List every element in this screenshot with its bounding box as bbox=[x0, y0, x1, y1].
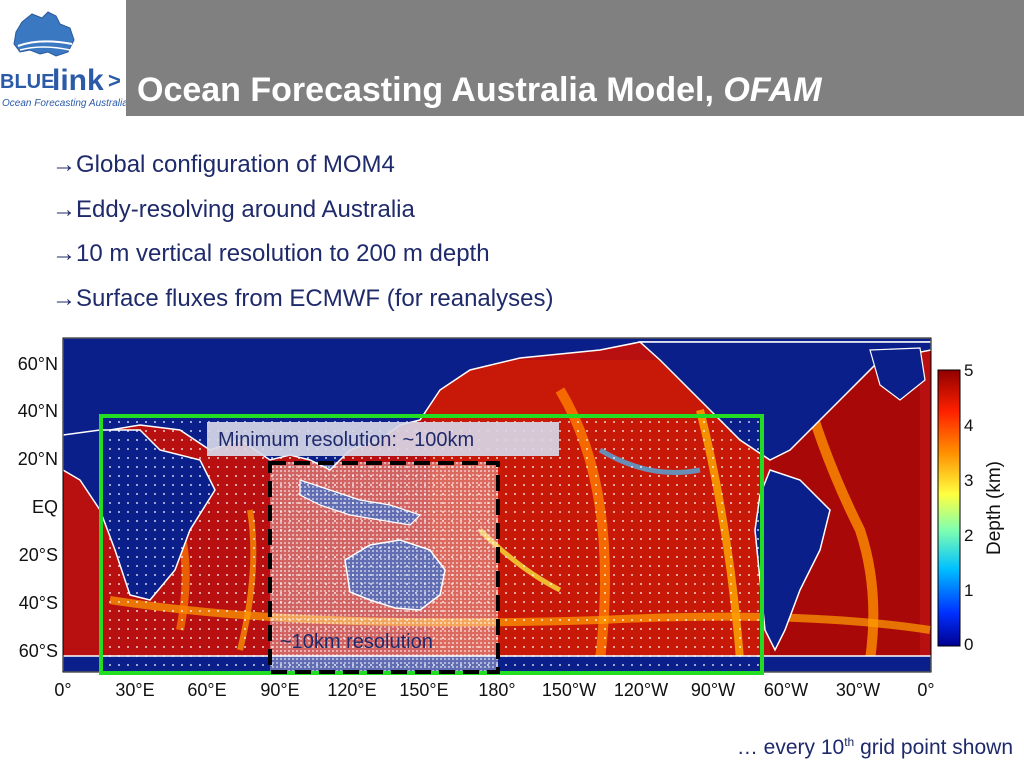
bullet-list: →Global configuration of MOM4 →Eddy-reso… bbox=[52, 150, 553, 328]
bullet-item: →Global configuration of MOM4 bbox=[52, 151, 395, 178]
lon-label: 90°W bbox=[691, 680, 735, 700]
arrow-icon: → bbox=[52, 195, 76, 223]
bullet-item: →10 m vertical resolution to 200 m depth bbox=[52, 240, 490, 267]
bullet-item: →Surface fluxes from ECMWF (for reanalys… bbox=[52, 284, 554, 312]
arrow-icon: → bbox=[52, 240, 76, 267]
ocean-model-map: Minimum resolution: ~100km ~10km resolut… bbox=[18, 337, 1005, 700]
lat-label-60s: 60°S bbox=[19, 641, 58, 661]
outer-region-label: Minimum resolution: ~100km bbox=[218, 429, 474, 451]
lon-label: 60°W bbox=[764, 680, 808, 700]
lon-label: 0° bbox=[54, 680, 71, 700]
logo-blue-text: BLUE bbox=[0, 71, 54, 93]
inner-region-box bbox=[268, 461, 500, 674]
page-title: Ocean Forecasting Australia Model, OFAM bbox=[137, 70, 822, 110]
lon-label: 150°W bbox=[542, 680, 596, 700]
lat-label-60n: 60°N bbox=[18, 354, 58, 374]
colorbar-tick: 1 bbox=[964, 581, 973, 600]
colorbar-tick: 2 bbox=[964, 526, 973, 545]
page-title-main: Ocean Forecasting Australia Model, bbox=[137, 71, 724, 109]
colorbar-tick: 0 bbox=[964, 635, 973, 654]
lat-label-40n: 40°N bbox=[18, 401, 58, 421]
colorbar-tick: 5 bbox=[964, 361, 973, 380]
logo-arrow-text: > bbox=[108, 68, 121, 93]
lon-label: 30°E bbox=[115, 680, 154, 700]
outer-region-box bbox=[99, 414, 764, 675]
inner-region-label: ~10km resolution bbox=[280, 631, 433, 653]
colorbar-tick: 4 bbox=[964, 416, 973, 435]
lon-label: 150°E bbox=[399, 680, 448, 700]
colorbar-tick: 3 bbox=[964, 471, 973, 490]
landmass-greenland bbox=[869, 347, 926, 401]
lon-label: 180° bbox=[478, 680, 515, 700]
australia-icon bbox=[13, 11, 75, 57]
latitude-axis: 60°N 40°N 20°N EQ 20°S 40°S 60°S bbox=[18, 354, 58, 661]
longitude-axis: 0° 30°E 60°E 90°E 120°E 150°E 180° 150°W… bbox=[54, 680, 934, 700]
page-title-emph: OFAM bbox=[723, 71, 822, 109]
depth-colorbar: 5 4 3 2 1 0 Depth (km) bbox=[937, 361, 1005, 654]
bathymetry-field bbox=[63, 338, 931, 672]
logo-link-text: link bbox=[52, 64, 104, 97]
lon-label: 0° bbox=[917, 680, 934, 700]
lon-label: 60°E bbox=[187, 680, 226, 700]
arrow-icon: → bbox=[52, 151, 76, 178]
landmass-north-america bbox=[638, 341, 931, 461]
logo-tagline: Ocean Forecasting Australia bbox=[2, 98, 126, 109]
colorbar-gradient bbox=[937, 369, 961, 647]
lon-label: 120°E bbox=[327, 680, 376, 700]
arrow-icon: → bbox=[52, 284, 76, 312]
lon-label: 30°W bbox=[836, 680, 880, 700]
lat-label-40s: 40°S bbox=[19, 593, 58, 613]
lat-label-20n: 20°N bbox=[18, 449, 58, 469]
lat-label-20s: 20°S bbox=[19, 545, 58, 565]
bullet-item: →Eddy-resolving around Australia bbox=[52, 195, 415, 223]
lat-label-eq: EQ bbox=[32, 497, 58, 517]
bluelink-logo: BLUE link > Ocean Forecasting Australia bbox=[0, 0, 128, 116]
header-banner bbox=[126, 0, 1024, 116]
lon-label: 90°E bbox=[260, 680, 299, 700]
lon-label: 120°W bbox=[614, 680, 668, 700]
footnote: … every 10th grid point shown bbox=[736, 735, 1013, 759]
colorbar-title: Depth (km) bbox=[984, 461, 1005, 555]
